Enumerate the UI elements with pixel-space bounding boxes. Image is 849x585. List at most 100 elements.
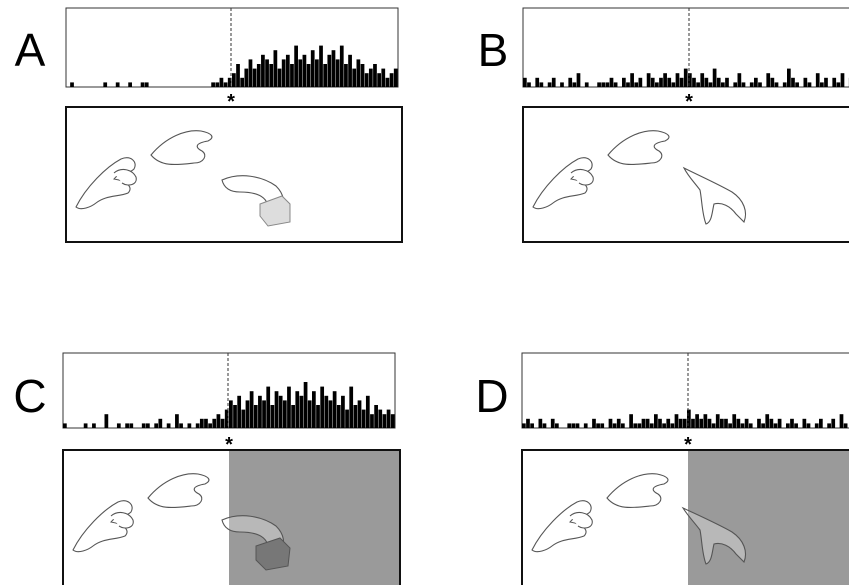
histogram-bar xyxy=(378,410,382,428)
histogram-bar xyxy=(125,423,129,428)
histogram-bar xyxy=(250,391,254,428)
histogram-bar xyxy=(307,64,311,87)
histogram-bar xyxy=(221,419,225,428)
histogram-bar xyxy=(552,78,556,87)
histogram-bar xyxy=(116,82,120,87)
histogram-bar xyxy=(253,69,257,87)
histogram-bar xyxy=(633,423,637,428)
histogram-bar xyxy=(699,419,703,428)
histogram-bar xyxy=(196,423,200,428)
histogram-bar xyxy=(725,78,729,87)
histogram-bar xyxy=(738,73,742,87)
histogram-bar xyxy=(737,419,741,428)
histogram-bar xyxy=(758,82,762,87)
histogram-bar xyxy=(709,82,713,87)
histogram-bar xyxy=(394,69,398,87)
histogram-bar xyxy=(373,64,377,87)
histogram-bar xyxy=(662,423,666,428)
histogram-bar xyxy=(721,82,725,87)
panel-label: C xyxy=(13,370,46,422)
histogram-bar xyxy=(312,391,316,428)
histogram-bar xyxy=(70,82,74,87)
histogram-bar xyxy=(337,405,341,428)
histogram-bar xyxy=(340,46,344,87)
histogram-bar xyxy=(215,82,219,87)
histogram-bar xyxy=(626,82,630,87)
histogram-bar xyxy=(621,423,625,428)
histogram-bar xyxy=(750,82,754,87)
histogram-bar xyxy=(128,82,132,87)
histogram-bar xyxy=(791,78,795,87)
histogram-bar xyxy=(257,64,261,87)
histogram-bar xyxy=(188,423,192,428)
histogram-bar xyxy=(241,410,245,428)
histogram-bar xyxy=(576,423,580,428)
histogram-bar xyxy=(597,82,601,87)
panels: A*B*C*D* xyxy=(13,8,849,585)
histogram-bar xyxy=(684,69,688,87)
histogram-bar xyxy=(676,73,680,87)
histogram-bar xyxy=(790,419,794,428)
histogram-bar xyxy=(795,82,799,87)
histogram-bar xyxy=(282,59,286,87)
histogram-bar xyxy=(304,382,308,428)
histogram-bar xyxy=(654,414,658,428)
histogram-bar xyxy=(560,82,564,87)
histogram-bar xyxy=(129,423,133,428)
histogram-bar xyxy=(596,423,600,428)
histogram-bar xyxy=(354,405,358,428)
histogram-bar xyxy=(103,82,107,87)
histogram-bar xyxy=(783,82,787,87)
histogram-bar xyxy=(658,419,662,428)
histogram-bar xyxy=(832,78,836,87)
histogram-bar xyxy=(254,405,258,428)
histogram-bar xyxy=(786,423,790,428)
histogram-bar xyxy=(390,73,394,87)
figure: A*B*C*D* xyxy=(0,0,849,585)
histogram-bar xyxy=(345,410,349,428)
histogram-bar xyxy=(704,414,708,428)
histogram-bar xyxy=(705,78,709,87)
histogram-bar xyxy=(179,423,183,428)
histogram-bar xyxy=(357,59,361,87)
histogram-bar xyxy=(274,50,278,87)
histogram-bar xyxy=(787,69,791,87)
histogram-bar xyxy=(667,78,671,87)
panel-label: A xyxy=(15,24,46,76)
histogram-bar xyxy=(733,82,737,87)
histogram-bar xyxy=(732,414,736,428)
histogram-bar xyxy=(286,55,290,87)
histogram-bar xyxy=(840,414,844,428)
histogram-bar xyxy=(613,423,617,428)
histogram-bar xyxy=(167,423,171,428)
histogram-bar xyxy=(717,78,721,87)
histogram-bar xyxy=(522,423,526,428)
histogram-bar xyxy=(724,419,728,428)
histogram-bar xyxy=(530,423,534,428)
histogram-bar xyxy=(386,78,390,87)
histogram-bar xyxy=(713,69,717,87)
histogram-bar xyxy=(794,423,798,428)
histogram-bar xyxy=(651,78,655,87)
histogram-frame xyxy=(522,353,849,428)
histogram-bar xyxy=(349,387,353,428)
histogram-bar xyxy=(352,69,356,87)
histogram-bar xyxy=(117,423,121,428)
histogram-bar xyxy=(659,78,663,87)
histogram-bar xyxy=(837,82,841,87)
histogram-bar xyxy=(804,78,808,87)
histogram-bar xyxy=(269,64,273,87)
histogram-bar xyxy=(691,419,695,428)
histogram-bar xyxy=(827,423,831,428)
histogram-bar xyxy=(742,82,746,87)
histogram-bar xyxy=(229,400,233,428)
histogram-bar xyxy=(844,423,848,428)
histogram-bar xyxy=(358,400,362,428)
histogram-bar xyxy=(361,64,365,87)
histogram-bar xyxy=(592,419,596,428)
histogram-bar xyxy=(311,50,315,87)
histogram-bar xyxy=(249,59,253,87)
histogram-bar xyxy=(84,423,88,428)
histogram-bar xyxy=(680,78,684,87)
histogram-bar xyxy=(555,423,559,428)
